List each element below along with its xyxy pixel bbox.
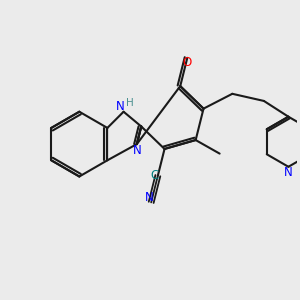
Text: H: H [126,98,134,108]
Text: N: N [116,100,124,113]
Text: C: C [150,169,158,182]
Text: N: N [133,144,141,157]
Text: O: O [183,56,192,69]
Text: N: N [145,191,154,205]
Text: N: N [284,166,293,178]
